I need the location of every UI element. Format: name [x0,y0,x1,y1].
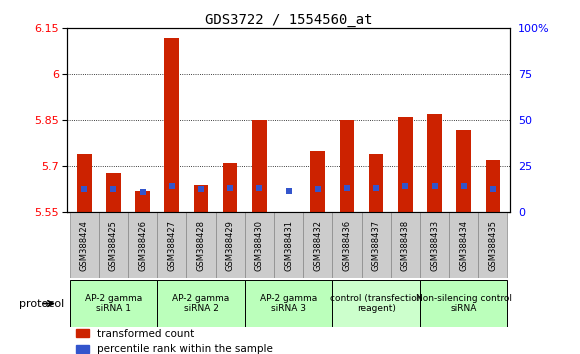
Bar [70,212,99,278]
Bar [303,212,332,278]
Bar [99,212,128,278]
Bar [223,163,237,212]
Text: GSM388428: GSM388428 [197,219,205,271]
Title: GDS3722 / 1554560_at: GDS3722 / 1554560_at [205,13,372,27]
Bar [157,212,186,278]
Bar [245,212,274,278]
Text: Non-silencing control
siRNA: Non-silencing control siRNA [416,294,512,313]
Text: GSM388434: GSM388434 [459,219,468,271]
Text: control (transfection
reagent): control (transfection reagent) [330,294,422,313]
Text: protocol: protocol [19,298,64,309]
Text: GSM388430: GSM388430 [255,219,264,271]
Text: GSM388426: GSM388426 [138,219,147,271]
Bar [310,151,325,212]
Text: AP-2 gamma
siRNA 2: AP-2 gamma siRNA 2 [172,294,230,313]
Text: GSM388437: GSM388437 [372,219,380,271]
Bar [391,212,420,278]
Text: GSM388431: GSM388431 [284,219,293,271]
Bar [70,280,157,327]
Bar [252,120,267,212]
Bar [369,154,383,212]
Bar [485,160,500,212]
Bar [456,130,471,212]
Text: GSM388427: GSM388427 [167,219,176,271]
Bar [186,212,216,278]
Text: AP-2 gamma
siRNA 3: AP-2 gamma siRNA 3 [260,294,317,313]
Text: GSM388425: GSM388425 [109,220,118,270]
Bar [245,280,332,327]
Bar [274,212,303,278]
Bar [427,114,442,212]
Bar [420,280,508,327]
Bar [135,191,150,212]
Text: GSM388432: GSM388432 [313,219,322,271]
Bar [216,212,245,278]
Text: GSM388435: GSM388435 [488,219,498,271]
Bar [332,280,420,327]
Text: GSM388429: GSM388429 [226,220,235,270]
Text: GSM388436: GSM388436 [342,219,351,271]
Bar [106,172,121,212]
Bar [332,212,361,278]
Bar [361,212,391,278]
Bar [478,212,508,278]
Bar [157,280,245,327]
Bar [128,212,157,278]
Text: AP-2 gamma
siRNA 1: AP-2 gamma siRNA 1 [85,294,142,313]
Bar [340,120,354,212]
Bar [77,154,92,212]
Text: GSM388424: GSM388424 [79,220,89,270]
Text: GSM388438: GSM388438 [401,219,410,271]
Text: GSM388433: GSM388433 [430,219,439,271]
Bar [194,185,208,212]
Legend: transformed count, percentile rank within the sample: transformed count, percentile rank withi… [72,325,277,354]
Bar [398,117,412,212]
Bar [449,212,478,278]
Bar [420,212,449,278]
Bar [165,38,179,212]
